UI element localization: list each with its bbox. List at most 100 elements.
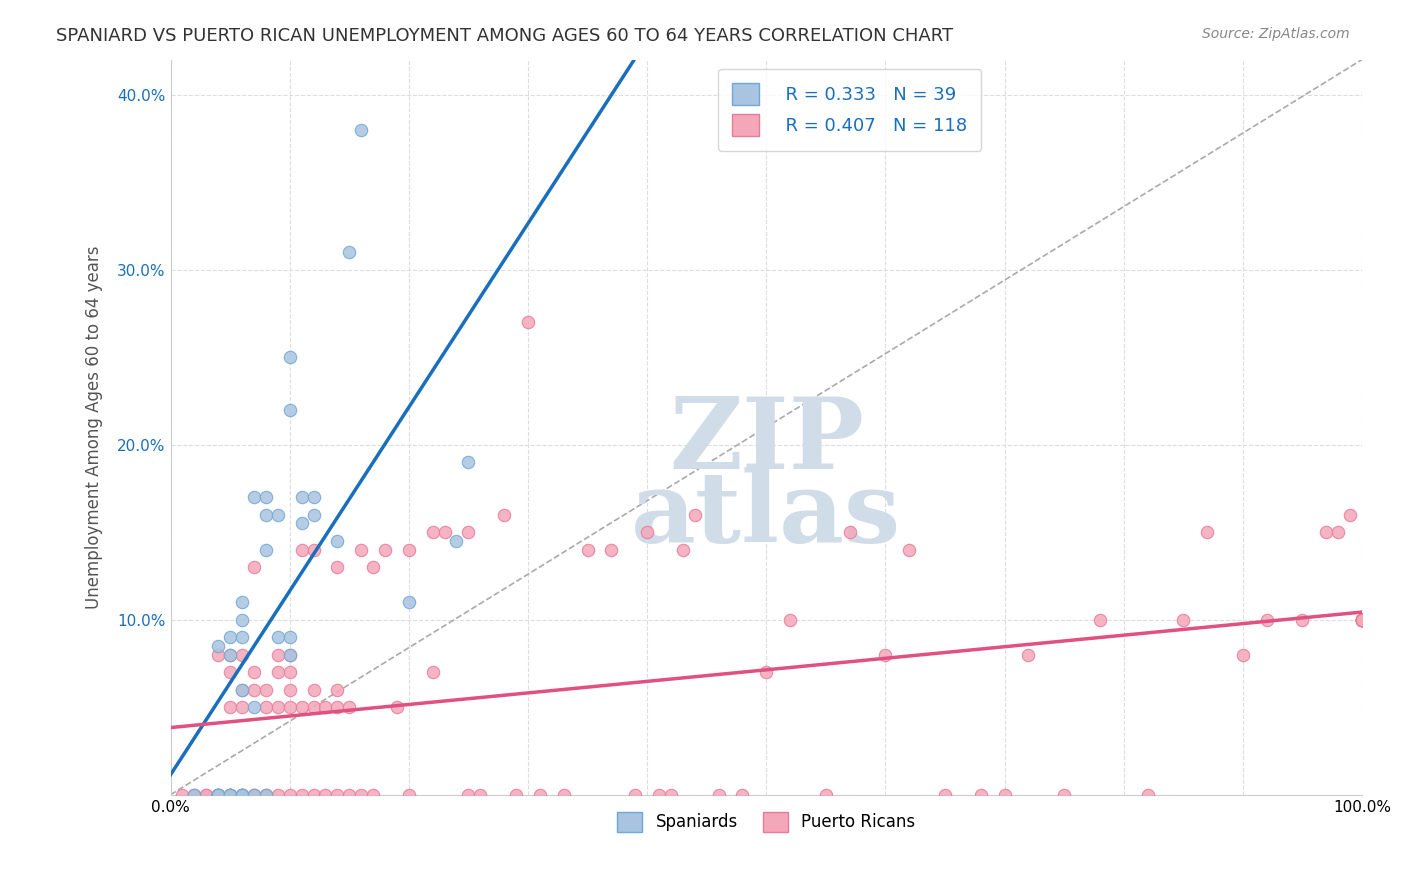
Spaniards [291, 516, 314, 531]
Spaniards [207, 788, 229, 802]
Puerto Ricans [1136, 788, 1159, 802]
Text: atlas: atlas [631, 467, 901, 564]
Puerto Ricans [1053, 788, 1076, 802]
Puerto Ricans [267, 665, 290, 680]
Puerto Ricans [814, 788, 837, 802]
Puerto Ricans [337, 788, 360, 802]
Puerto Ricans [934, 788, 956, 802]
Spaniards [231, 595, 253, 609]
Puerto Ricans [326, 700, 349, 714]
Spaniards [219, 788, 242, 802]
Puerto Ricans [553, 788, 575, 802]
Spaniards [243, 490, 266, 504]
Puerto Ricans [291, 700, 314, 714]
Puerto Ricans [422, 665, 444, 680]
Puerto Ricans [361, 560, 384, 574]
Puerto Ricans [326, 682, 349, 697]
Spaniards [231, 788, 253, 802]
Puerto Ricans [624, 788, 647, 802]
Puerto Ricans [672, 542, 695, 557]
Puerto Ricans [755, 665, 778, 680]
Puerto Ricans [659, 788, 682, 802]
Puerto Ricans [1197, 525, 1219, 540]
Spaniards [278, 350, 301, 364]
Puerto Ricans [636, 525, 658, 540]
Puerto Ricans [993, 788, 1015, 802]
Spaniards [231, 613, 253, 627]
Puerto Ricans [1351, 613, 1374, 627]
Puerto Ricans [267, 648, 290, 662]
Puerto Ricans [970, 788, 993, 802]
Puerto Ricans [207, 788, 229, 802]
Text: SPANIARD VS PUERTO RICAN UNEMPLOYMENT AMONG AGES 60 TO 64 YEARS CORRELATION CHAR: SPANIARD VS PUERTO RICAN UNEMPLOYMENT AM… [56, 27, 953, 45]
Spaniards [291, 490, 314, 504]
Puerto Ricans [219, 788, 242, 802]
Puerto Ricans [207, 788, 229, 802]
Y-axis label: Unemployment Among Ages 60 to 64 years: Unemployment Among Ages 60 to 64 years [86, 245, 103, 609]
Puerto Ricans [385, 700, 408, 714]
Puerto Ricans [302, 542, 325, 557]
Spaniards [219, 630, 242, 644]
Puerto Ricans [231, 788, 253, 802]
Puerto Ricans [207, 788, 229, 802]
Spaniards [278, 402, 301, 417]
Puerto Ricans [219, 788, 242, 802]
Spaniards [457, 455, 479, 469]
Puerto Ricans [278, 665, 301, 680]
Puerto Ricans [172, 788, 194, 802]
Spaniards [398, 595, 420, 609]
Puerto Ricans [219, 788, 242, 802]
Spaniards [231, 682, 253, 697]
Spaniards [207, 639, 229, 653]
Spaniards [446, 533, 468, 548]
Puerto Ricans [1232, 648, 1254, 662]
Puerto Ricans [254, 788, 277, 802]
Puerto Ricans [278, 700, 301, 714]
Puerto Ricans [243, 788, 266, 802]
Puerto Ricans [398, 542, 420, 557]
Puerto Ricans [779, 613, 801, 627]
Puerto Ricans [1291, 613, 1313, 627]
Puerto Ricans [219, 648, 242, 662]
Puerto Ricans [219, 788, 242, 802]
Puerto Ricans [243, 560, 266, 574]
Puerto Ricans [254, 788, 277, 802]
Puerto Ricans [1351, 613, 1374, 627]
Puerto Ricans [291, 542, 314, 557]
Puerto Ricans [195, 788, 218, 802]
Puerto Ricans [254, 682, 277, 697]
Spaniards [350, 122, 373, 136]
Puerto Ricans [231, 788, 253, 802]
Spaniards [219, 648, 242, 662]
Spaniards [207, 788, 229, 802]
Puerto Ricans [1339, 508, 1361, 522]
Puerto Ricans [875, 648, 897, 662]
Puerto Ricans [207, 788, 229, 802]
Spaniards [183, 788, 205, 802]
Spaniards [254, 788, 277, 802]
Spaniards [302, 508, 325, 522]
Puerto Ricans [207, 648, 229, 662]
Puerto Ricans [457, 525, 479, 540]
Puerto Ricans [1351, 613, 1374, 627]
Puerto Ricans [183, 788, 205, 802]
Puerto Ricans [219, 665, 242, 680]
Puerto Ricans [326, 560, 349, 574]
Puerto Ricans [278, 788, 301, 802]
Puerto Ricans [278, 648, 301, 662]
Puerto Ricans [183, 788, 205, 802]
Puerto Ricans [1173, 613, 1195, 627]
Puerto Ricans [291, 788, 314, 802]
Puerto Ricans [231, 648, 253, 662]
Puerto Ricans [505, 788, 527, 802]
Puerto Ricans [494, 508, 516, 522]
Puerto Ricans [457, 788, 479, 802]
Puerto Ricans [707, 788, 730, 802]
Puerto Ricans [1351, 613, 1374, 627]
Puerto Ricans [1088, 613, 1111, 627]
Spaniards [254, 542, 277, 557]
Puerto Ricans [350, 788, 373, 802]
Puerto Ricans [207, 788, 229, 802]
Puerto Ricans [302, 682, 325, 697]
Puerto Ricans [529, 788, 551, 802]
